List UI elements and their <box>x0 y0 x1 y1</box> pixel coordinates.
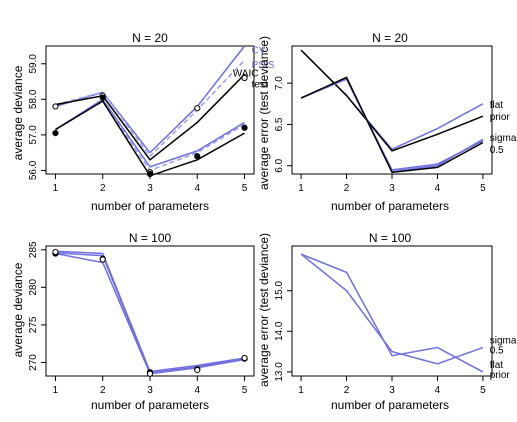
data-point <box>53 131 58 136</box>
x-tick-label: 4 <box>194 183 200 194</box>
series-line <box>301 254 483 364</box>
series-line <box>55 254 244 374</box>
x-tick-label: 2 <box>344 385 350 396</box>
data-point <box>195 106 200 111</box>
plot-frame <box>46 246 254 376</box>
panel-3-xlabel: number of parameters <box>91 398 209 412</box>
data-point <box>100 257 105 262</box>
data-point <box>147 371 152 376</box>
series-line <box>301 79 483 170</box>
series-line <box>55 101 244 176</box>
series-line <box>301 254 483 372</box>
x-tick-label: 2 <box>344 183 350 194</box>
y-tick-label: 285 <box>28 241 39 258</box>
data-point <box>195 367 200 372</box>
x-tick-label: 3 <box>147 183 153 194</box>
series-line <box>55 253 244 373</box>
series-label: sigma = <box>490 133 517 144</box>
x-tick-label: 4 <box>194 385 200 396</box>
panel-1-title: N = 20 <box>132 31 168 45</box>
panel-3-title: N = 100 <box>129 231 172 245</box>
y-tick-label: 6.5 <box>274 117 285 131</box>
panel-1-ylabel: average deviance <box>11 65 25 160</box>
panel-3-ylabel: average deviance <box>11 262 25 357</box>
data-point <box>195 154 200 159</box>
panel-2-title: N = 20 <box>372 31 408 45</box>
data-point <box>147 171 152 176</box>
panel-4-ylabel: average error (test deviance) <box>257 233 271 387</box>
y-tick-label: 56.0 <box>28 160 39 180</box>
panel-2-ylabel: average error (test deviance) <box>257 36 271 190</box>
series-label: flat <box>490 100 504 111</box>
x-tick-label: 3 <box>147 385 153 396</box>
y-tick-label: 58.0 <box>28 89 39 109</box>
x-tick-label: 5 <box>480 183 486 194</box>
series-line <box>55 251 244 371</box>
y-tick-label: 275 <box>28 316 39 333</box>
y-tick-label: 59.0 <box>28 54 39 74</box>
panel-3: N = 100 number of parameters average dev… <box>11 231 254 412</box>
y-tick-label: 15.0 <box>274 281 285 301</box>
series-label: prior <box>490 370 511 381</box>
panel-2-xlabel: number of parameters <box>331 199 449 213</box>
y-tick-label: 6.0 <box>274 158 285 172</box>
x-tick-label: 2 <box>100 183 106 194</box>
panel-1: N = 20 number of parameters average devi… <box>11 31 275 213</box>
x-tick-label: 1 <box>298 385 304 396</box>
data-point <box>242 355 247 360</box>
panel-2: N = 20 number of parameters average erro… <box>257 31 517 213</box>
plot-frame <box>46 46 254 174</box>
series-line <box>55 74 244 159</box>
series-label: prior <box>490 112 511 123</box>
series-line <box>301 50 483 151</box>
x-tick-label: 1 <box>298 183 304 194</box>
x-tick-label: 5 <box>242 183 248 194</box>
x-tick-label: 3 <box>389 385 395 396</box>
data-point <box>53 104 58 109</box>
x-tick-label: 5 <box>242 385 248 396</box>
y-tick-label: 13.0 <box>274 362 285 382</box>
y-tick-label: 280 <box>28 279 39 296</box>
panel-1-xlabel: number of parameters <box>91 199 209 213</box>
series-label: WAIC <box>233 69 259 80</box>
x-tick-label: 5 <box>480 385 486 396</box>
x-tick-label: 1 <box>53 183 59 194</box>
y-tick-label: 14.0 <box>274 321 285 341</box>
plot-frame <box>292 246 492 376</box>
x-tick-label: 1 <box>53 385 59 396</box>
data-point <box>100 95 105 100</box>
panel-4-title: N = 100 <box>369 231 412 245</box>
series-line <box>301 50 483 149</box>
y-tick-label: 57.0 <box>28 125 39 145</box>
x-tick-label: 2 <box>100 385 106 396</box>
data-point <box>53 249 58 254</box>
x-tick-label: 4 <box>435 183 441 194</box>
series-label: 0.5 <box>490 346 504 357</box>
panel-4: N = 100 number of parameters average err… <box>257 231 517 412</box>
series-line <box>301 77 483 172</box>
panel-4-xlabel: number of parameters <box>331 398 449 412</box>
y-tick-label: 7.0 <box>274 76 285 90</box>
y-tick-label: 270 <box>28 354 39 371</box>
x-tick-label: 3 <box>389 183 395 194</box>
data-point <box>242 125 247 130</box>
x-tick-label: 4 <box>435 385 441 396</box>
panel-3-plot: 1 2 3 4 5 270 275 280 285 <box>28 241 254 396</box>
series-label: 0.5 <box>490 145 504 156</box>
